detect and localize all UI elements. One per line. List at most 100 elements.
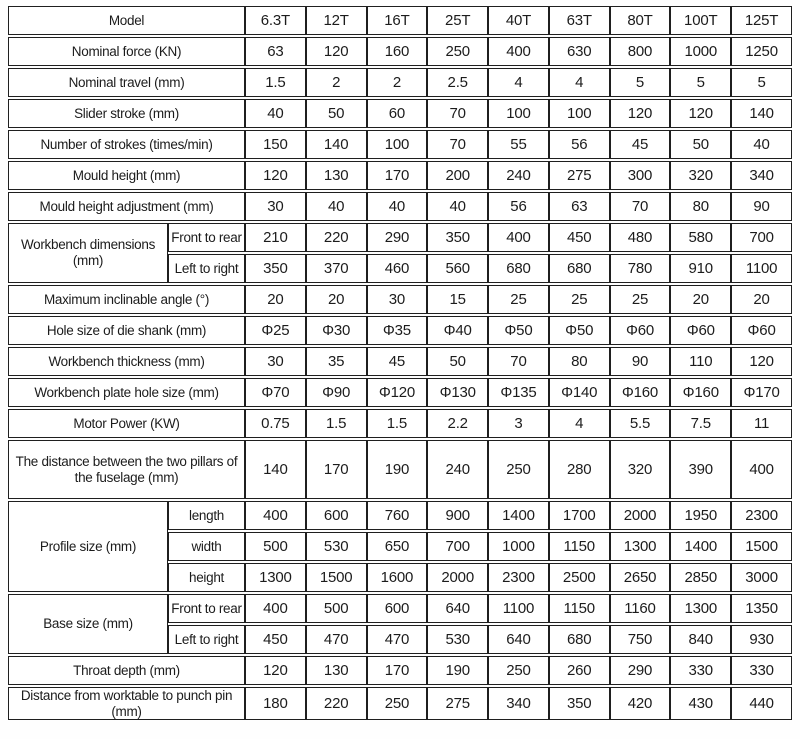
cell-value: 420 <box>609 687 671 721</box>
cell-value: 430 <box>670 687 732 721</box>
cell-value: 120 <box>245 161 306 190</box>
cell-value: 70 <box>488 347 549 376</box>
row-label: The distance between the two pillars of … <box>8 440 245 499</box>
row-label: Maximum inclinable angle (°) <box>8 285 245 314</box>
cell-value: Φ170 <box>731 378 792 407</box>
cell-value: 20 <box>245 285 306 314</box>
cell-value: 460 <box>366 254 428 283</box>
cell-value: 1100 <box>488 594 549 623</box>
cell-value: 25 <box>488 285 549 314</box>
cell-value: 450 <box>548 223 610 252</box>
cell-value: 35 <box>305 347 367 376</box>
row-label: Slider stroke (mm) <box>8 99 245 128</box>
cell-value: 2300 <box>731 501 792 530</box>
cell-value: 630 <box>548 37 610 66</box>
cell-value: 240 <box>488 161 549 190</box>
cell-value: 190 <box>366 440 428 499</box>
cell-value: 140 <box>245 440 306 499</box>
table-row: Profile size (mm) length 400 600 760 900 1400 1… <box>8 501 792 592</box>
cell-value: 25 <box>609 285 671 314</box>
cell-value: 500 <box>305 594 367 623</box>
cell-value: 130 <box>305 161 367 190</box>
cell-value: 370 <box>305 254 367 283</box>
cell-value: 50 <box>427 347 489 376</box>
cell-value: 680 <box>488 254 549 283</box>
cell-value: 350 <box>427 223 489 252</box>
cell-value: Φ160 <box>609 378 671 407</box>
cell-value: 1150 <box>548 594 610 623</box>
row-group-label: Profile size (mm) <box>8 501 168 592</box>
cell-value: 100T <box>670 6 732 35</box>
cell-value: 680 <box>548 254 610 283</box>
cell-value: 2850 <box>670 563 732 592</box>
cell-value: 1350 <box>731 594 792 623</box>
cell-value: 4 <box>488 68 549 97</box>
cell-value: 4 <box>548 409 610 438</box>
cell-value: 140 <box>305 130 367 159</box>
cell-value: 1500 <box>731 532 792 561</box>
cell-value: 760 <box>366 501 428 530</box>
cell-value: 1.5 <box>245 68 306 97</box>
cell-value: Φ70 <box>245 378 306 407</box>
cell-value: 6.3T <box>245 6 306 35</box>
cell-value: Φ60 <box>670 316 732 345</box>
cell-value: 560 <box>427 254 489 283</box>
cell-value: 340 <box>488 687 549 721</box>
cell-value: 5 <box>609 68 671 97</box>
cell-value: 90 <box>609 347 671 376</box>
cell-value: 350 <box>548 687 610 721</box>
cell-value: 340 <box>731 161 792 190</box>
cell-value: 30 <box>366 285 428 314</box>
row-group-label: Workbench dimensions (mm) <box>8 223 168 283</box>
cell-value: 100 <box>548 99 610 128</box>
cell-value: 2 <box>366 68 428 97</box>
table-row: Mould height adjustment (mm) 30 40 40 40 56 63… <box>8 192 792 221</box>
cell-value: 780 <box>609 254 671 283</box>
cell-value: 2.2 <box>427 409 489 438</box>
cell-value: 280 <box>548 440 610 499</box>
cell-value: 170 <box>305 440 367 499</box>
cell-value: 2.5 <box>427 68 489 97</box>
cell-value: 56 <box>548 130 610 159</box>
table-row: Throat depth (mm) 120 130 170 190 250 260 290 33… <box>8 656 792 685</box>
cell-value: 320 <box>670 161 732 190</box>
cell-value: 150 <box>245 130 306 159</box>
cell-value: 2000 <box>609 501 671 530</box>
cell-value: 56 <box>488 192 549 221</box>
cell-value: 530 <box>427 625 489 654</box>
cell-value: 640 <box>488 625 549 654</box>
cell-value: 5 <box>731 68 792 97</box>
cell-value: 180 <box>245 687 306 721</box>
table-row: Maximum inclinable angle (°) 20 20 30 15 25 25… <box>8 285 792 314</box>
cell-value: 910 <box>670 254 732 283</box>
cell-value: 110 <box>670 347 732 376</box>
cell-value: 120 <box>670 99 732 128</box>
cell-value: 70 <box>609 192 671 221</box>
cell-value: 1950 <box>670 501 732 530</box>
cell-value: 20 <box>670 285 732 314</box>
table-row: Number of strokes (times/min) 150 140 100 70… <box>8 130 792 159</box>
cell-value: 4 <box>548 68 610 97</box>
cell-value: 450 <box>245 625 306 654</box>
cell-value: 20 <box>731 285 792 314</box>
cell-value: 480 <box>609 223 671 252</box>
cell-value: 63 <box>548 192 610 221</box>
table-row: Nominal travel (mm) 1.5 2 2 2.5 4 4 5 5 5 <box>8 68 792 97</box>
cell-value: 160 <box>366 37 428 66</box>
cell-value: 11 <box>731 409 792 438</box>
cell-value: 40 <box>245 99 306 128</box>
row-label: Mould height adjustment (mm) <box>8 192 245 221</box>
cell-value: 3 <box>488 409 549 438</box>
cell-value: 220 <box>305 223 367 252</box>
cell-value: Φ35 <box>366 316 428 345</box>
cell-value: Φ40 <box>427 316 489 345</box>
cell-value: 1250 <box>731 37 792 66</box>
cell-value: Φ90 <box>305 378 367 407</box>
cell-value: 60 <box>366 99 428 128</box>
cell-value: 45 <box>366 347 428 376</box>
cell-value: Φ130 <box>427 378 489 407</box>
cell-value: 16T <box>366 6 428 35</box>
cell-value: 1300 <box>245 563 306 592</box>
cell-value: 125T <box>731 6 792 35</box>
